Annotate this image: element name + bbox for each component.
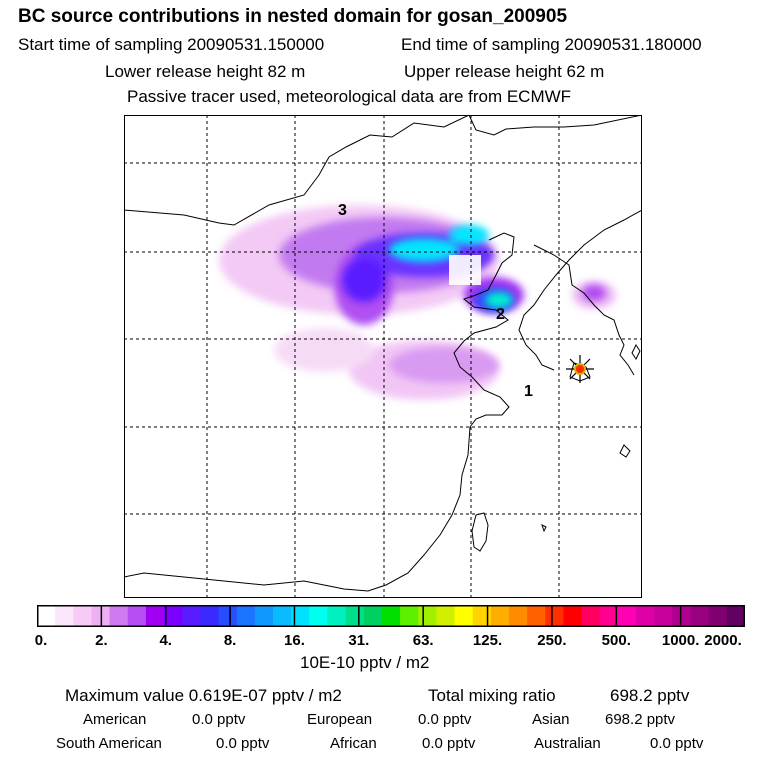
colorbar-swatch [182, 605, 201, 627]
colorbar-swatch [581, 605, 601, 627]
source-contribution-map: 3 2 1 [124, 115, 642, 598]
colorbar-tick-label: 500. [601, 632, 631, 649]
maximum-value-label: Maximum value 0.619E-07 pptv / m2 [65, 686, 342, 705]
colorbar-swatch [472, 605, 492, 627]
colorbar-swatch [218, 605, 238, 627]
total-mixing-ratio-label: Total mixing ratio [428, 686, 556, 705]
colorbar-swatch [599, 605, 619, 627]
australian-value: 0.0 pptv [650, 735, 704, 752]
colorbar-swatch [164, 605, 183, 627]
american-label: American [83, 711, 147, 728]
american-value: 0.0 pptv [192, 711, 246, 728]
colorbar-swatch [527, 605, 546, 627]
colorbar-swatch [73, 605, 92, 627]
colorbar-tick-label: 16. [284, 632, 305, 649]
colorbar-swatch [236, 605, 256, 627]
map-frame [124, 115, 642, 598]
colorbar-tick-label: 250. [537, 632, 567, 649]
colorbar-tick-label: 2. [95, 632, 108, 649]
south-american-value: 0.0 pptv [216, 735, 270, 752]
plume-cyan [389, 225, 513, 308]
colorbar-swatch [490, 605, 510, 627]
total-mixing-ratio-value: 698.2 pptv [610, 686, 690, 705]
colorbar-swatch [454, 605, 474, 627]
asian-value: 698.2 pptv [605, 711, 676, 728]
colorbar-swatch [381, 605, 401, 627]
coastline [124, 115, 642, 592]
colorbar-swatch [309, 605, 328, 627]
asian-label: Asian [532, 711, 570, 728]
african-label: African [330, 735, 377, 752]
colorbar-swatch [400, 605, 419, 627]
colorbar-swatch [726, 605, 745, 627]
colorbar-tick-label: 63. [412, 632, 434, 649]
colorbar-swatch [708, 605, 728, 627]
colorbar-swatch [327, 605, 347, 627]
plot-title: BC source contributions in nested domain… [18, 6, 568, 27]
european-value: 0.0 pptv [418, 711, 472, 728]
colorbar-swatch [545, 605, 564, 627]
colorbar-swatch [690, 605, 710, 627]
colorbar-swatch [672, 605, 692, 627]
colorbar-frame [37, 605, 745, 627]
colorbar-swatch [418, 605, 437, 627]
south-american-label: South American [56, 735, 162, 752]
end-time-label: End time of sampling 20090531.180000 [401, 35, 702, 54]
colorbar-swatch [345, 605, 365, 627]
australian-label: Australian [534, 735, 601, 752]
colorbar-swatch [37, 605, 56, 627]
receptor-star-icon [566, 355, 594, 383]
colorbar-swatch [617, 605, 637, 627]
colorbar [37, 605, 745, 627]
colorbar-swatch [127, 605, 147, 627]
colorbar-tick-label: 1000. [661, 632, 700, 649]
region-label-2: 2 [496, 306, 505, 323]
colorbar-swatch [200, 605, 220, 627]
colorbar-swatch [636, 605, 655, 627]
african-value: 0.0 pptv [422, 735, 476, 752]
colorbar-swatch [291, 605, 310, 627]
region-label-1: 1 [524, 383, 533, 400]
region-label-3: 3 [338, 202, 347, 219]
colorbar-tick-label: 31. [348, 632, 370, 649]
colorbar-tick-label: 8. [223, 632, 237, 649]
colorbar-swatch [563, 605, 583, 627]
european-label: European [307, 711, 373, 728]
colorbar-swatch [363, 605, 383, 627]
start-time-label: Start time of sampling 20090531.150000 [18, 35, 325, 54]
colorbar-unit: 10E-10 pptv / m2 [300, 653, 430, 672]
colorbar-swatch [109, 605, 129, 627]
graticule [124, 115, 642, 598]
colorbar-swatch [273, 605, 292, 627]
colorbar-swatch [55, 605, 74, 627]
lower-release-label: Lower release height 82 m [105, 62, 306, 81]
colorbar-swatch [509, 605, 528, 627]
colorbar-swatch [254, 605, 274, 627]
colorbar-tick-label: 125. [472, 632, 503, 649]
model-note: Passive tracer used, meteorological data… [127, 87, 572, 106]
colorbar-swatch [436, 605, 456, 627]
upper-release-label: Upper release height 62 m [404, 62, 605, 81]
colorbar-tick-label: 2000. [704, 632, 742, 649]
colorbar-swatch [145, 605, 165, 627]
colorbar-tick-label: 4. [159, 632, 172, 649]
colorbar-tick-label: 0. [34, 632, 48, 649]
colorbar-swatch [654, 605, 673, 627]
